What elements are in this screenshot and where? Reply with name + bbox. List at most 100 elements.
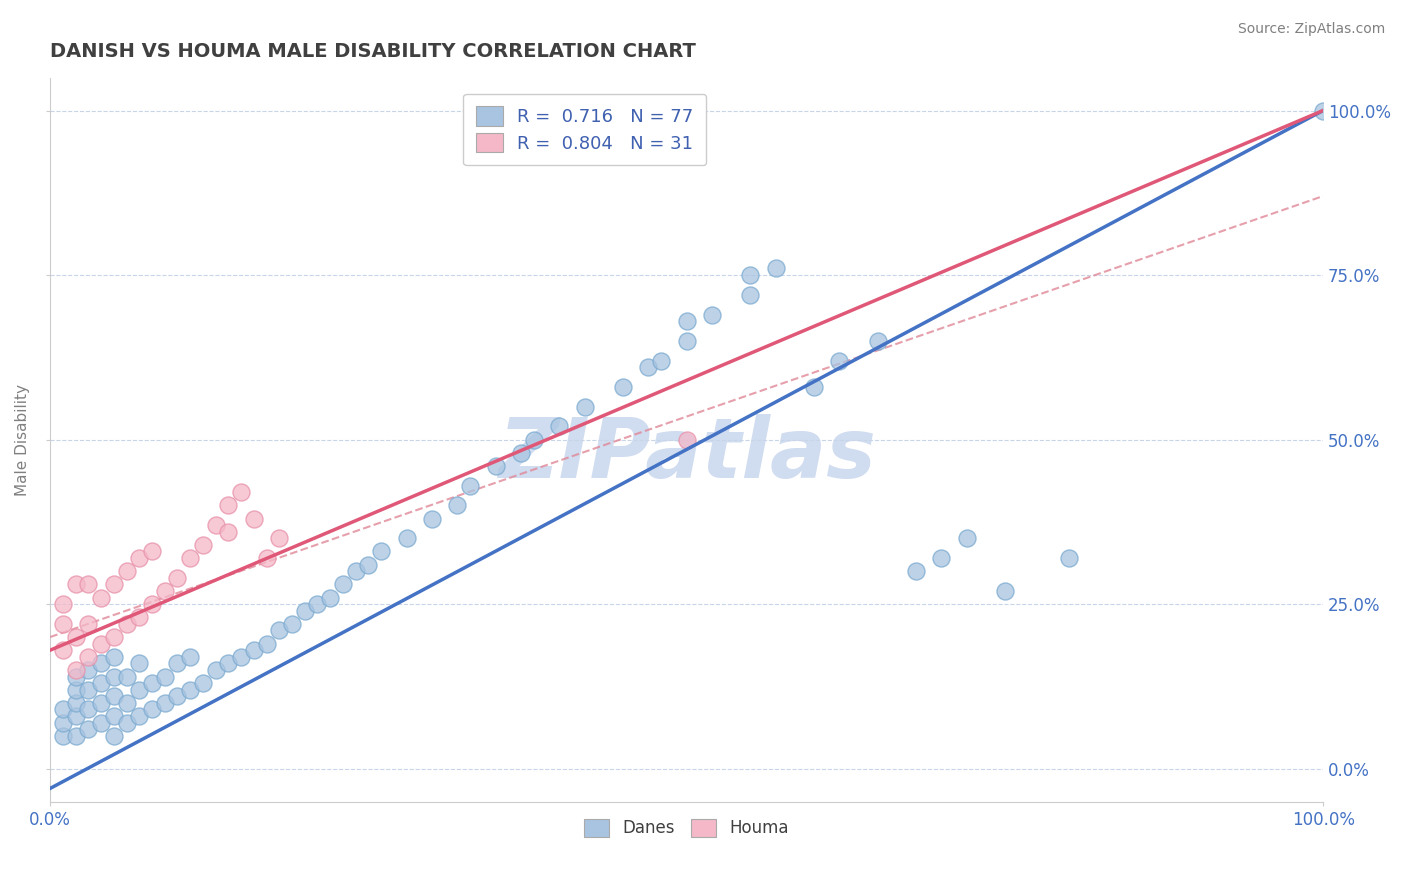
Point	[740, 287, 762, 301]
Point	[179, 649, 201, 664]
Point	[485, 458, 508, 473]
Point	[548, 419, 571, 434]
Point	[191, 538, 214, 552]
Point	[765, 261, 787, 276]
Point	[574, 400, 596, 414]
Point	[115, 715, 138, 730]
Point	[115, 564, 138, 578]
Point	[128, 610, 150, 624]
Point	[52, 597, 75, 611]
Point	[420, 511, 443, 525]
Point	[65, 630, 87, 644]
Point	[128, 682, 150, 697]
Point	[675, 314, 697, 328]
Point	[179, 682, 201, 697]
Y-axis label: Male Disability: Male Disability	[15, 384, 30, 496]
Point	[90, 676, 112, 690]
Point	[103, 669, 125, 683]
Point	[204, 663, 226, 677]
Point	[294, 604, 316, 618]
Point	[700, 308, 723, 322]
Point	[90, 715, 112, 730]
Point	[675, 433, 697, 447]
Point	[65, 577, 87, 591]
Point	[77, 702, 100, 716]
Point	[103, 690, 125, 704]
Point	[77, 722, 100, 736]
Point	[217, 657, 239, 671]
Point	[90, 637, 112, 651]
Point	[344, 564, 367, 578]
Point	[357, 558, 380, 572]
Point	[77, 649, 100, 664]
Text: ZIPatlas: ZIPatlas	[498, 414, 876, 494]
Point	[77, 682, 100, 697]
Point	[243, 511, 266, 525]
Text: Source: ZipAtlas.com: Source: ZipAtlas.com	[1237, 22, 1385, 37]
Point	[141, 597, 163, 611]
Point	[523, 433, 546, 447]
Point	[281, 616, 304, 631]
Point	[65, 709, 87, 723]
Point	[217, 524, 239, 539]
Point	[217, 499, 239, 513]
Point	[229, 485, 252, 500]
Point	[115, 696, 138, 710]
Text: DANISH VS HOUMA MALE DISABILITY CORRELATION CHART: DANISH VS HOUMA MALE DISABILITY CORRELAT…	[51, 42, 696, 61]
Point	[90, 657, 112, 671]
Point	[612, 380, 634, 394]
Point	[77, 663, 100, 677]
Point	[141, 676, 163, 690]
Point	[229, 649, 252, 664]
Point	[52, 616, 75, 631]
Point	[370, 544, 392, 558]
Point	[204, 518, 226, 533]
Point	[179, 551, 201, 566]
Point	[103, 577, 125, 591]
Point	[141, 544, 163, 558]
Point	[307, 597, 329, 611]
Point	[115, 669, 138, 683]
Point	[1312, 103, 1334, 118]
Point	[115, 616, 138, 631]
Point	[740, 268, 762, 282]
Point	[52, 702, 75, 716]
Point	[319, 591, 342, 605]
Point	[65, 663, 87, 677]
Point	[65, 682, 87, 697]
Point	[153, 696, 176, 710]
Point	[637, 360, 659, 375]
Point	[828, 353, 851, 368]
Point	[90, 591, 112, 605]
Point	[65, 696, 87, 710]
Point	[256, 637, 278, 651]
Point	[103, 709, 125, 723]
Point	[128, 551, 150, 566]
Point	[243, 643, 266, 657]
Point	[446, 499, 468, 513]
Point	[128, 657, 150, 671]
Point	[103, 729, 125, 743]
Point	[52, 715, 75, 730]
Point	[166, 690, 188, 704]
Point	[166, 571, 188, 585]
Point	[191, 676, 214, 690]
Point	[153, 584, 176, 599]
Point	[141, 702, 163, 716]
Point	[256, 551, 278, 566]
Point	[803, 380, 825, 394]
Point	[650, 353, 672, 368]
Point	[65, 729, 87, 743]
Point	[510, 446, 533, 460]
Point	[153, 669, 176, 683]
Point	[52, 643, 75, 657]
Point	[956, 531, 979, 545]
Point	[994, 584, 1017, 599]
Legend: Danes, Houma: Danes, Houma	[578, 812, 796, 844]
Point	[904, 564, 927, 578]
Point	[395, 531, 418, 545]
Point	[269, 531, 291, 545]
Point	[332, 577, 354, 591]
Point	[77, 577, 100, 591]
Point	[929, 551, 952, 566]
